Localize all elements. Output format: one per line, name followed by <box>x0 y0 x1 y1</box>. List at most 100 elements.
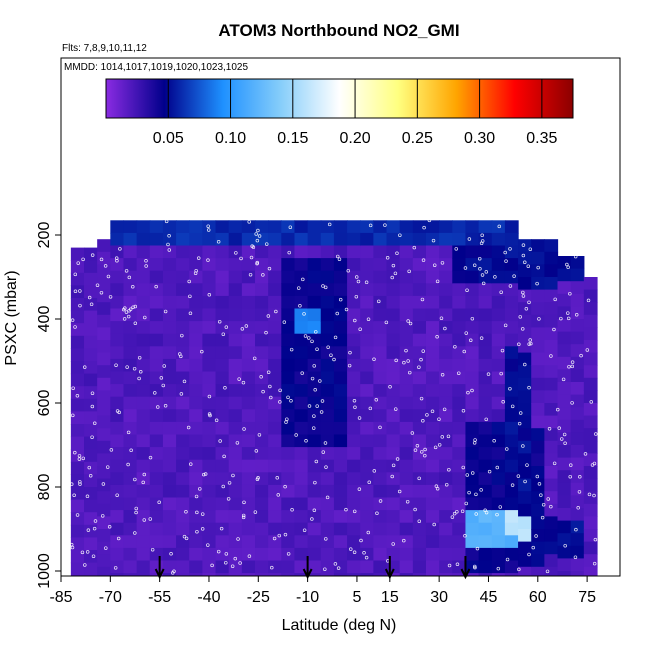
heatmap-cell <box>162 232 177 247</box>
heatmap-cell <box>452 283 467 297</box>
heatmap-cell <box>439 472 453 486</box>
heatmap-cell <box>425 547 440 562</box>
sample-point <box>589 400 594 404</box>
colorbar-tick-label: 0.05 <box>153 130 184 147</box>
heatmap-cell <box>215 510 230 524</box>
sample-point <box>501 400 505 404</box>
heatmap-cell <box>202 497 217 511</box>
heatmap-cell <box>465 220 480 234</box>
heatmap-cell <box>189 346 203 360</box>
heatmap-cell <box>202 295 217 310</box>
heatmap-cell <box>241 220 256 234</box>
heatmap-cell <box>386 258 401 272</box>
heatmap-cell <box>228 358 243 373</box>
flights-label: Flts: 7,8,9,10,11,12 <box>62 43 147 54</box>
x-tick-label: -70 <box>99 589 122 606</box>
heatmap-cell <box>531 377 545 391</box>
heatmap-cell <box>544 440 559 454</box>
heatmap-cell <box>386 421 401 436</box>
heatmap-cell <box>570 394 585 408</box>
heatmap-cell <box>504 459 519 473</box>
heatmap-cell <box>294 421 309 436</box>
heatmap-cell <box>570 545 585 559</box>
heatmap-cell <box>215 547 230 562</box>
sample-point <box>254 449 259 453</box>
sample-point <box>443 326 447 331</box>
heatmap-cell <box>465 346 480 360</box>
sample-point <box>266 314 271 318</box>
heatmap-cell <box>176 434 190 448</box>
heatmap-cell <box>255 270 269 284</box>
heatmap-cell <box>320 472 335 486</box>
sample-point <box>236 537 240 541</box>
heatmap-cell <box>531 302 545 316</box>
heatmap-cell <box>570 419 585 433</box>
sample-point <box>420 297 425 302</box>
sample-point <box>367 480 371 485</box>
sample-point <box>539 493 543 497</box>
heatmap-cell <box>268 333 282 347</box>
heatmap-cell <box>386 459 401 473</box>
sample-point <box>188 311 193 316</box>
heatmap-cell <box>425 308 440 322</box>
x-tick-label: 75 <box>578 589 596 606</box>
sample-point <box>91 554 96 558</box>
heatmap-cell <box>439 346 453 360</box>
sample-point <box>87 465 92 470</box>
heatmap-cell <box>215 459 230 473</box>
heatmap-cell <box>491 245 506 259</box>
heatmap-cell <box>399 232 414 247</box>
sample-point <box>283 532 288 537</box>
sample-point <box>353 318 357 323</box>
heatmap-cell <box>478 308 493 322</box>
sample-point <box>306 336 311 340</box>
heatmap-cell <box>294 409 309 423</box>
heatmap-cell <box>215 346 230 360</box>
heatmap-cell <box>84 424 98 438</box>
heatmap-cell <box>307 459 322 473</box>
heatmap-cell <box>136 258 151 272</box>
sample-point <box>90 435 94 439</box>
heatmap-cell <box>570 482 585 496</box>
heatmap-cell <box>136 560 151 574</box>
heatmap-cell <box>136 384 151 398</box>
sample-point <box>93 519 98 523</box>
sample-point <box>167 234 171 238</box>
heatmap-cell <box>373 547 388 562</box>
heatmap-cell <box>544 503 559 517</box>
mmdd-label: MMDD: 1014,1017,1019,1020,1023,1025 <box>64 62 248 73</box>
sample-point <box>432 522 436 527</box>
sample-point <box>413 507 417 512</box>
heatmap-cell <box>162 535 177 549</box>
sample-point <box>195 510 199 515</box>
sample-point <box>465 288 469 292</box>
heatmap-cell <box>478 396 493 410</box>
heatmap-cell <box>110 522 125 536</box>
heatmap-cell <box>110 472 125 486</box>
heatmap-cell <box>255 547 269 562</box>
heatmap-cell <box>110 333 125 347</box>
heatmap-cell <box>570 331 585 345</box>
sample-point <box>397 489 402 494</box>
heatmap-cell <box>360 295 374 310</box>
heatmap-cell <box>70 461 85 475</box>
heatmap-cell <box>557 432 572 446</box>
heatmap-cell <box>97 440 111 454</box>
sample-point <box>521 243 526 247</box>
sample-point <box>72 493 76 498</box>
sample-point <box>508 386 512 391</box>
heatmap-cell <box>70 524 85 538</box>
heatmap-cell <box>70 411 85 425</box>
heatmap-cell <box>136 295 151 310</box>
sample-point <box>344 507 348 512</box>
heatmap-cell <box>465 522 480 536</box>
sample-point <box>287 250 291 255</box>
heatmap-cell <box>399 573 414 576</box>
heatmap-cell <box>557 344 572 358</box>
heatmap-cell <box>347 346 361 360</box>
heatmap-cell <box>149 321 164 335</box>
heatmap-cell <box>176 321 190 335</box>
heatmap-cell <box>189 321 203 335</box>
heatmap-cell <box>123 308 138 322</box>
heatmap-cell <box>439 421 453 436</box>
